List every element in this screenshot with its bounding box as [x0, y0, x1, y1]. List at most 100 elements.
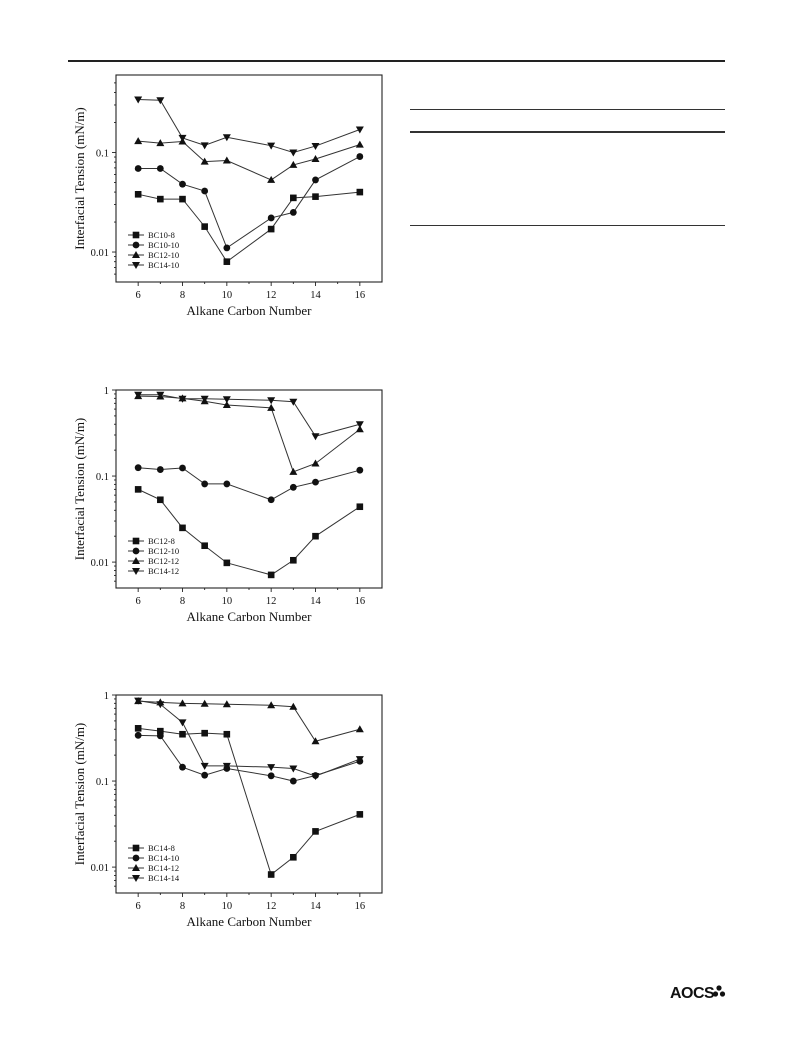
- data-point-BC10-8: [134, 191, 142, 198]
- data-point-BC14-14: [289, 765, 298, 773]
- data-point-BC12-10: [312, 478, 319, 486]
- data-point-BC10-10: [223, 244, 231, 252]
- data-point-BC12-10: [222, 156, 231, 164]
- data-point-BC10-10: [179, 180, 186, 188]
- aocs-logo-text: AOCS: [670, 985, 715, 1002]
- data-point-BC12-12: [222, 400, 231, 408]
- data-point-BC12-10: [355, 140, 364, 148]
- x-tick-label: 10: [222, 901, 233, 912]
- series-line-BC12-10: [138, 467, 360, 501]
- data-point-BC14-8: [134, 725, 142, 732]
- legend-label: BC14-10: [148, 853, 179, 863]
- data-point-BC14-10: [134, 96, 143, 104]
- legend-label: BC14-10: [148, 260, 179, 270]
- data-point-BC14-12: [156, 391, 165, 399]
- x-tick-label: 16: [355, 290, 366, 301]
- data-point-BC10-10: [156, 165, 164, 172]
- data-point-BC12-10: [267, 175, 276, 183]
- data-point-BC10-10: [289, 209, 297, 216]
- legend-marker: [132, 844, 140, 852]
- data-point-BC12-12: [311, 459, 320, 467]
- data-point-BC14-14: [200, 762, 209, 770]
- data-point-BC10-8: [290, 194, 297, 202]
- data-point-BC12-10: [134, 464, 142, 472]
- data-point-BC14-10: [289, 149, 298, 157]
- series-line-BC14-12: [138, 700, 360, 742]
- x-tick-label: 12: [266, 290, 277, 301]
- data-point-BC12-10: [267, 496, 275, 504]
- aocs-cluster-icon: [712, 985, 726, 997]
- data-point-BC14-12: [311, 433, 320, 441]
- y-tick-label: 1: [104, 386, 109, 397]
- legend-label: BC12-10: [148, 250, 179, 260]
- data-point-BC10-10: [356, 153, 364, 160]
- data-point-BC14-10: [222, 134, 231, 142]
- data-point-BC10-8: [157, 195, 164, 203]
- x-tick-label: 14: [310, 901, 321, 912]
- series-line-BC14-12: [138, 394, 360, 437]
- x-tick-label: 16: [355, 596, 366, 607]
- data-point-BC12-10: [311, 154, 320, 162]
- data-point-BC14-14: [178, 719, 187, 727]
- legend-label: BC12-12: [148, 556, 179, 566]
- x-tick-label: 6: [136, 901, 141, 912]
- table-header-rule: [410, 131, 725, 133]
- data-point-BC12-8: [267, 571, 275, 579]
- interfacial-tension-chart-bottom: 6 8 10 12 14 16 0.01 0.1 1 Alkane Carbon Number In…: [72, 691, 383, 929]
- data-point-BC14-12: [200, 395, 209, 403]
- page-top-rule: [68, 60, 725, 62]
- y-tick-label: 0.01: [91, 558, 109, 569]
- interfacial-tension-chart-top: 6 8 10 12 14 16 0.01 0.1 Alkane Carbon Number Int…: [72, 74, 383, 318]
- data-point-BC10-10: [312, 176, 319, 184]
- data-point-BC14-14: [222, 762, 231, 770]
- data-point-BC14-10: [201, 771, 209, 779]
- x-tick-label: 6: [136, 290, 141, 301]
- data-point-BC12-8: [356, 503, 364, 511]
- data-point-BC12-12: [289, 467, 298, 475]
- data-point-BC14-8: [290, 853, 297, 861]
- data-point-BC14-8: [312, 828, 319, 835]
- data-point-BC14-10: [156, 732, 164, 740]
- legend-label: BC10-8: [148, 230, 175, 240]
- data-point-BC14-10: [200, 142, 209, 150]
- data-point-BC14-12: [289, 702, 298, 710]
- data-point-BC12-8: [290, 556, 297, 564]
- data-point-BC10-8: [201, 223, 208, 230]
- data-point-BC14-12: [311, 737, 320, 745]
- data-point-BC14-10: [267, 142, 276, 150]
- series-line-BC14-10: [138, 734, 360, 782]
- data-point-BC12-10: [156, 139, 165, 147]
- data-point-BC10-10: [134, 165, 142, 172]
- x-tick-label: 14: [310, 290, 321, 301]
- data-point-BC12-8: [312, 532, 319, 540]
- y-tick-label: 0.01: [91, 863, 109, 874]
- data-point-BC14-10: [156, 97, 165, 105]
- data-point-BC14-8: [356, 811, 364, 818]
- y-tick-label: 0.1: [96, 777, 109, 788]
- data-point-BC14-12: [178, 395, 187, 403]
- y-axis-title: Interfacial Tension (mN/m): [72, 418, 87, 561]
- data-point-BC14-14: [267, 764, 276, 772]
- series-line-BC12-12: [138, 395, 361, 473]
- data-point-BC14-14: [355, 756, 364, 764]
- x-axis-title: Alkane Carbon Number: [187, 914, 313, 929]
- legend-label: BC14-8: [148, 843, 175, 853]
- legend-label: BC12-8: [148, 536, 175, 546]
- data-point-BC14-14: [156, 701, 165, 709]
- x-tick-label: 8: [180, 901, 185, 912]
- y-axis-title: Interfacial Tension (mN/m): [72, 107, 87, 250]
- data-point-BC12-10: [289, 483, 297, 491]
- data-point-BC12-10: [200, 157, 209, 165]
- data-point-BC14-8: [267, 871, 275, 878]
- legend-marker: [132, 875, 140, 882]
- data-point-BC12-8: [134, 486, 142, 493]
- legend-label: BC14-12: [148, 863, 179, 873]
- data-point-BC14-12: [134, 391, 143, 399]
- data-point-BC12-8: [201, 542, 208, 550]
- legend-marker: [132, 537, 140, 545]
- legend-marker: [132, 241, 140, 249]
- data-point-BC10-10: [267, 214, 275, 222]
- legend-label: BC14-12: [148, 566, 179, 576]
- data-point-BC14-12: [178, 699, 187, 707]
- data-point-BC12-10: [356, 466, 364, 474]
